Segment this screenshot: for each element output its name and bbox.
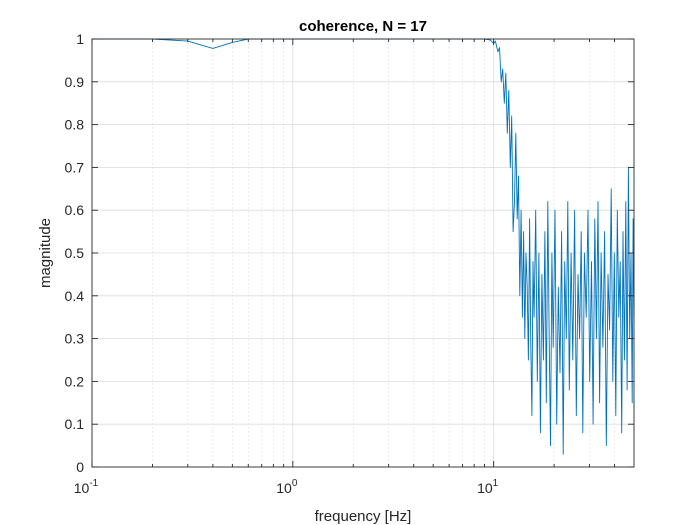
y-tick-label: 0.9 [65, 74, 85, 90]
y-tick-label: 0.1 [65, 416, 85, 432]
y-tick-label: 0.2 [65, 373, 85, 389]
y-tick-label: 0.3 [65, 331, 85, 347]
grid-lines [92, 39, 634, 467]
y-axis-label: magnitude [37, 218, 54, 288]
x-tick-exponent: -1 [89, 478, 98, 489]
y-tick-label: 0.8 [65, 117, 85, 133]
y-tick-label: 0 [76, 459, 84, 475]
y-tick-label: 0.4 [65, 288, 85, 304]
x-tick-label: 10-1 [74, 478, 99, 496]
coherence-series-line [92, 38, 635, 455]
x-tick-label: 101 [477, 478, 499, 496]
tick-marks [91, 38, 634, 468]
x-tick-exponent: 1 [493, 478, 499, 489]
y-tick-label: 1 [76, 31, 84, 47]
x-tick-base: 10 [276, 480, 292, 496]
y-tick-label: 0.5 [65, 245, 85, 261]
x-tick-exponent: 0 [292, 478, 298, 489]
y-tick-label: 0.6 [65, 202, 85, 218]
y-tick-label: 0.7 [65, 159, 85, 175]
x-tick-label: 100 [276, 478, 298, 496]
chart-title: coherence, N = 17 [299, 18, 427, 35]
series-layer [92, 38, 635, 455]
x-axis-label: frequency [Hz] [315, 508, 412, 525]
x-tick-base: 10 [477, 480, 493, 496]
x-tick-base: 10 [74, 480, 90, 496]
